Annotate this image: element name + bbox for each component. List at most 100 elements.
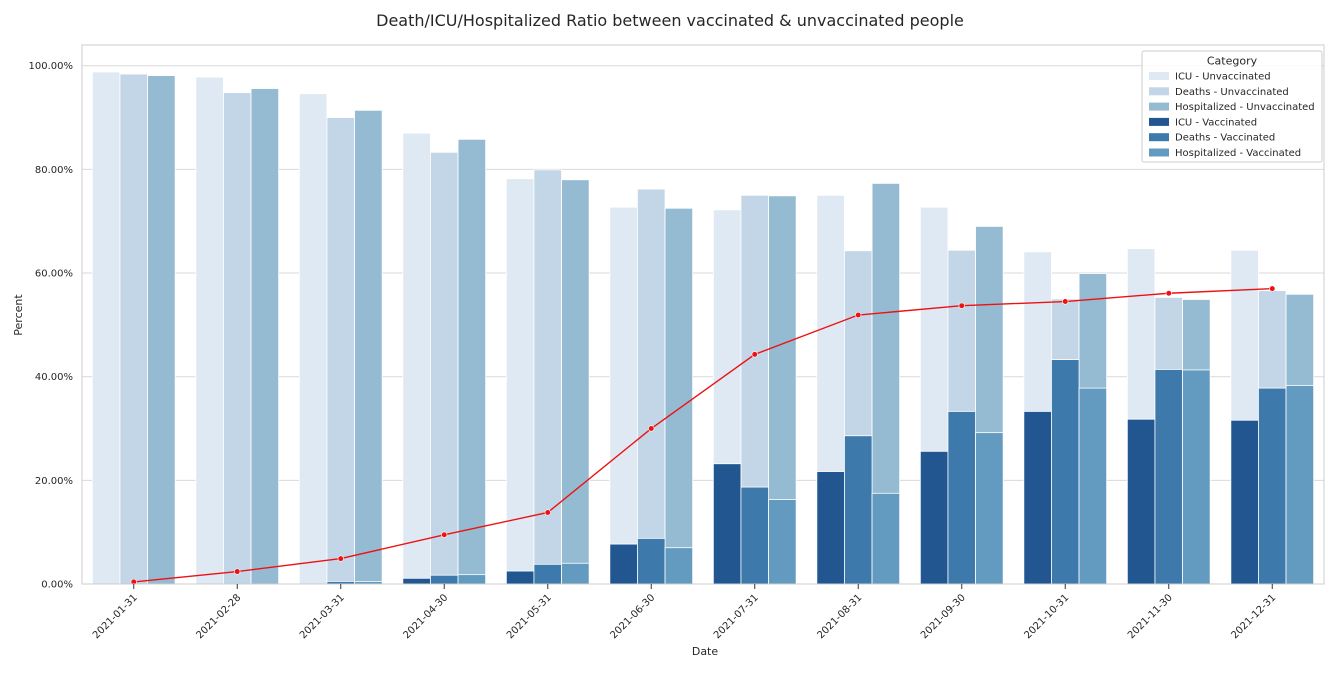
bar-icu-vaccinated [609,543,638,585]
ratio-line [133,287,1273,583]
bar-hospitalized-unvaccinated [561,179,590,585]
line-point [1062,298,1069,305]
bar-deaths-unvaccinated [326,117,355,585]
x-tick-label: 2021-02-28 [194,592,243,641]
bar-hospitalized-vaccinated [1078,387,1108,585]
line-point [1165,290,1172,297]
y-axis-label: Percent [12,294,25,336]
bar-deaths-vaccinated [1258,387,1287,585]
x-tick-label: 2021-07-31 [712,592,761,641]
y-tick-label: 80.00% [35,165,73,176]
legend-entry: ICU - Vaccinated [1175,117,1257,128]
legend-title: Category [1207,55,1258,68]
y-tick-label: 60.00% [35,269,73,280]
bar-icu-unvaccinated [505,178,535,585]
y-tick-label: 0.00% [41,580,73,591]
line-point [1269,285,1276,292]
bar-icu-vaccinated [816,471,845,585]
line-point [337,555,344,562]
y-tick-label: 20.00% [35,476,73,487]
line-point [441,531,448,538]
bar-deaths-vaccinated [637,537,666,585]
legend-swatch [1149,133,1169,142]
bar-deaths-unvaccinated [119,73,148,585]
bar-hospitalized-unvaccinated [664,207,694,585]
x-tick-label: 2021-04-30 [401,592,450,641]
bar-hospitalized-vaccinated [457,574,487,585]
bar-hospitalized-vaccinated [1285,385,1315,585]
y-axis: 0.00% 20.00% 40.00% 60.00% 80.00% 100.00% [29,61,74,590]
bar-icu-unvaccinated [402,132,431,585]
bar-deaths-vaccinated [1051,359,1080,585]
bars-layer [91,71,1315,585]
legend-entry: ICU - Unvaccinated [1175,72,1271,83]
line-point [234,568,241,575]
x-tick-label: 2021-03-31 [298,592,347,641]
bar-icu-unvaccinated [609,206,638,585]
bar-hospitalized-vaccinated [975,432,1004,585]
bar-icu-vaccinated [1230,419,1259,585]
legend-swatch [1149,117,1169,126]
bar-icu-vaccinated [1126,418,1156,585]
legend-entry: Hospitalized - Vaccinated [1175,148,1301,159]
x-tick-label: 2021-10-31 [1022,592,1071,641]
x-tick-label: 2021-05-31 [505,592,554,641]
bar-icu-vaccinated [712,463,742,585]
plot-frame [81,44,1325,585]
bar-deaths-unvaccinated [637,188,666,585]
bar-deaths-unvaccinated [533,169,562,585]
bar-hospitalized-vaccinated [768,499,797,585]
chart-title: Death/ICU/Hospitalized Ratio between vac… [376,11,964,30]
x-tick-label: 2021-01-31 [91,592,140,641]
x-tick-label: 2021-09-30 [919,592,968,641]
legend-swatch [1149,72,1169,80]
x-tick-label: 2021-06-30 [608,592,657,641]
y-tick-label: 40.00% [35,372,73,383]
line-point [855,311,862,319]
legend-entry: Deaths - Vaccinated [1175,133,1275,144]
bar-deaths-vaccinated [430,574,459,585]
y-tick-label: 100.00% [29,61,74,72]
legend-box [1141,50,1323,163]
bar-hospitalized-unvaccinated [250,88,280,585]
legend-entry: Deaths - Unvaccinated [1175,87,1289,98]
line-point [751,351,758,358]
bar-icu-vaccinated [1023,411,1052,585]
legend-swatch [1149,102,1169,111]
line-point [648,425,655,432]
x-tick-label: 2021-11-30 [1126,592,1175,641]
bar-icu-vaccinated [402,577,431,585]
line-point [958,302,965,309]
bar-hospitalized-vaccinated [871,492,901,585]
legend-entry: Hospitalized - Unvaccinated [1175,102,1315,113]
bar-hospitalized-vaccinated [561,562,590,585]
legend-swatch [1149,87,1169,96]
bar-deaths-unvaccinated [223,92,252,585]
x-tick-label: 2021-12-31 [1229,592,1278,641]
bar-deaths-vaccinated [947,411,976,585]
bar-icu-unvaccinated [298,93,328,585]
bar-hospitalized-unvaccinated [354,109,383,585]
bar-deaths-vaccinated [740,486,769,585]
bar-hospitalized-vaccinated [664,547,694,585]
bar-icu-vaccinated [505,570,535,585]
bar-hospitalized-unvaccinated [457,138,487,585]
bar-deaths-unvaccinated [430,151,459,585]
x-axis: 2021-01-31 2021-02-28 2021-03-31 2021-04-30… [91,584,1278,641]
x-tick-label: 2021-08-31 [815,592,864,641]
bar-deaths-vaccinated [1154,369,1183,585]
bar-deaths-vaccinated [844,435,873,585]
line-point [544,509,551,516]
legend-swatch [1149,148,1169,157]
bar-hospitalized-vaccinated [1182,369,1211,585]
bar-icu-unvaccinated [195,76,224,585]
bar-deaths-vaccinated [533,563,562,585]
line-layer [130,285,1276,586]
bar-hospitalized-unvaccinated [147,75,176,585]
bar-icu-vaccinated [919,450,949,585]
legend: Category ICU - Unvaccinated Deaths - Unva… [1141,50,1323,163]
bar-icu-unvaccinated [91,71,121,585]
x-axis-label: Date [692,645,719,658]
